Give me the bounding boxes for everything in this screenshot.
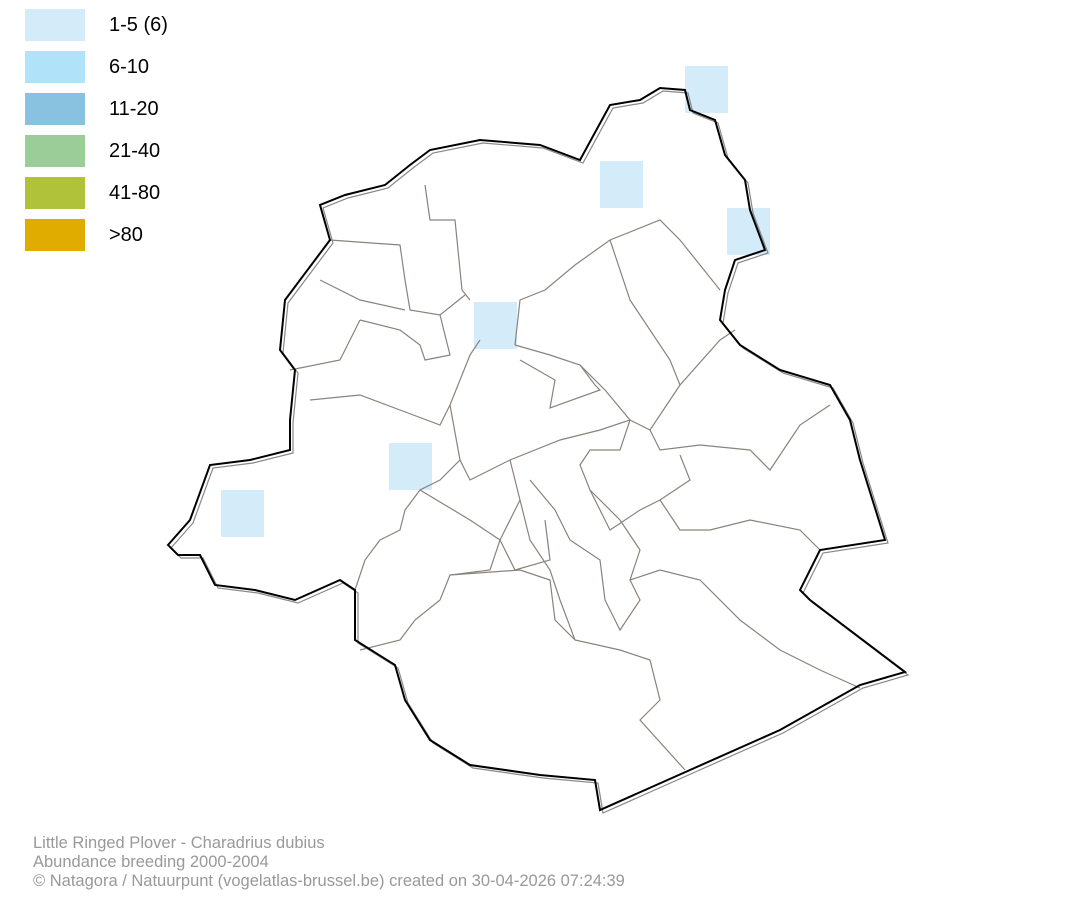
species-title: Little Ringed Plover - Charadrius dubius <box>33 834 325 852</box>
occupancy-cell <box>600 161 643 208</box>
legend-item: 1-5 (6) <box>25 4 168 46</box>
occupancy-cell <box>474 302 517 349</box>
municipality-borders <box>289 184 861 771</box>
legend-item: 11-20 <box>25 88 168 130</box>
legend-swatch <box>25 93 85 125</box>
legend-label: 21-40 <box>109 139 161 162</box>
legend-label: 41-80 <box>109 181 161 204</box>
occupancy-cell <box>685 66 728 113</box>
legend-item: 6-10 <box>25 46 168 88</box>
map-caption: Little Ringed Plover - Charadrius dubius… <box>33 834 625 891</box>
occupancy-cells <box>221 66 770 537</box>
legend-label: 1-5 (6) <box>109 13 168 36</box>
legend-swatch <box>25 219 85 251</box>
map-subtitle: Abundance breeding 2000-2004 <box>33 853 269 871</box>
legend-swatch <box>25 51 85 83</box>
legend-label: 6-10 <box>109 55 150 78</box>
region-outline <box>166 86 908 812</box>
occupancy-cell <box>727 208 770 255</box>
occupancy-cell <box>221 490 264 537</box>
copyright-line: © Natagora / Natuurpunt (vogelatlas-brus… <box>33 872 625 890</box>
legend: 1-5 (6) 6-10 11-20 21-40 41-80 >80 <box>25 4 168 256</box>
legend-swatch <box>25 9 85 41</box>
legend-label: 11-20 <box>109 97 159 120</box>
legend-swatch <box>25 135 85 167</box>
occupancy-cell <box>389 443 432 490</box>
region-outline-shadow <box>170 90 910 814</box>
legend-item: 21-40 <box>25 130 168 172</box>
legend-label: >80 <box>109 223 143 246</box>
legend-swatch <box>25 177 85 209</box>
legend-item: >80 <box>25 214 168 256</box>
legend-item: 41-80 <box>25 172 168 214</box>
